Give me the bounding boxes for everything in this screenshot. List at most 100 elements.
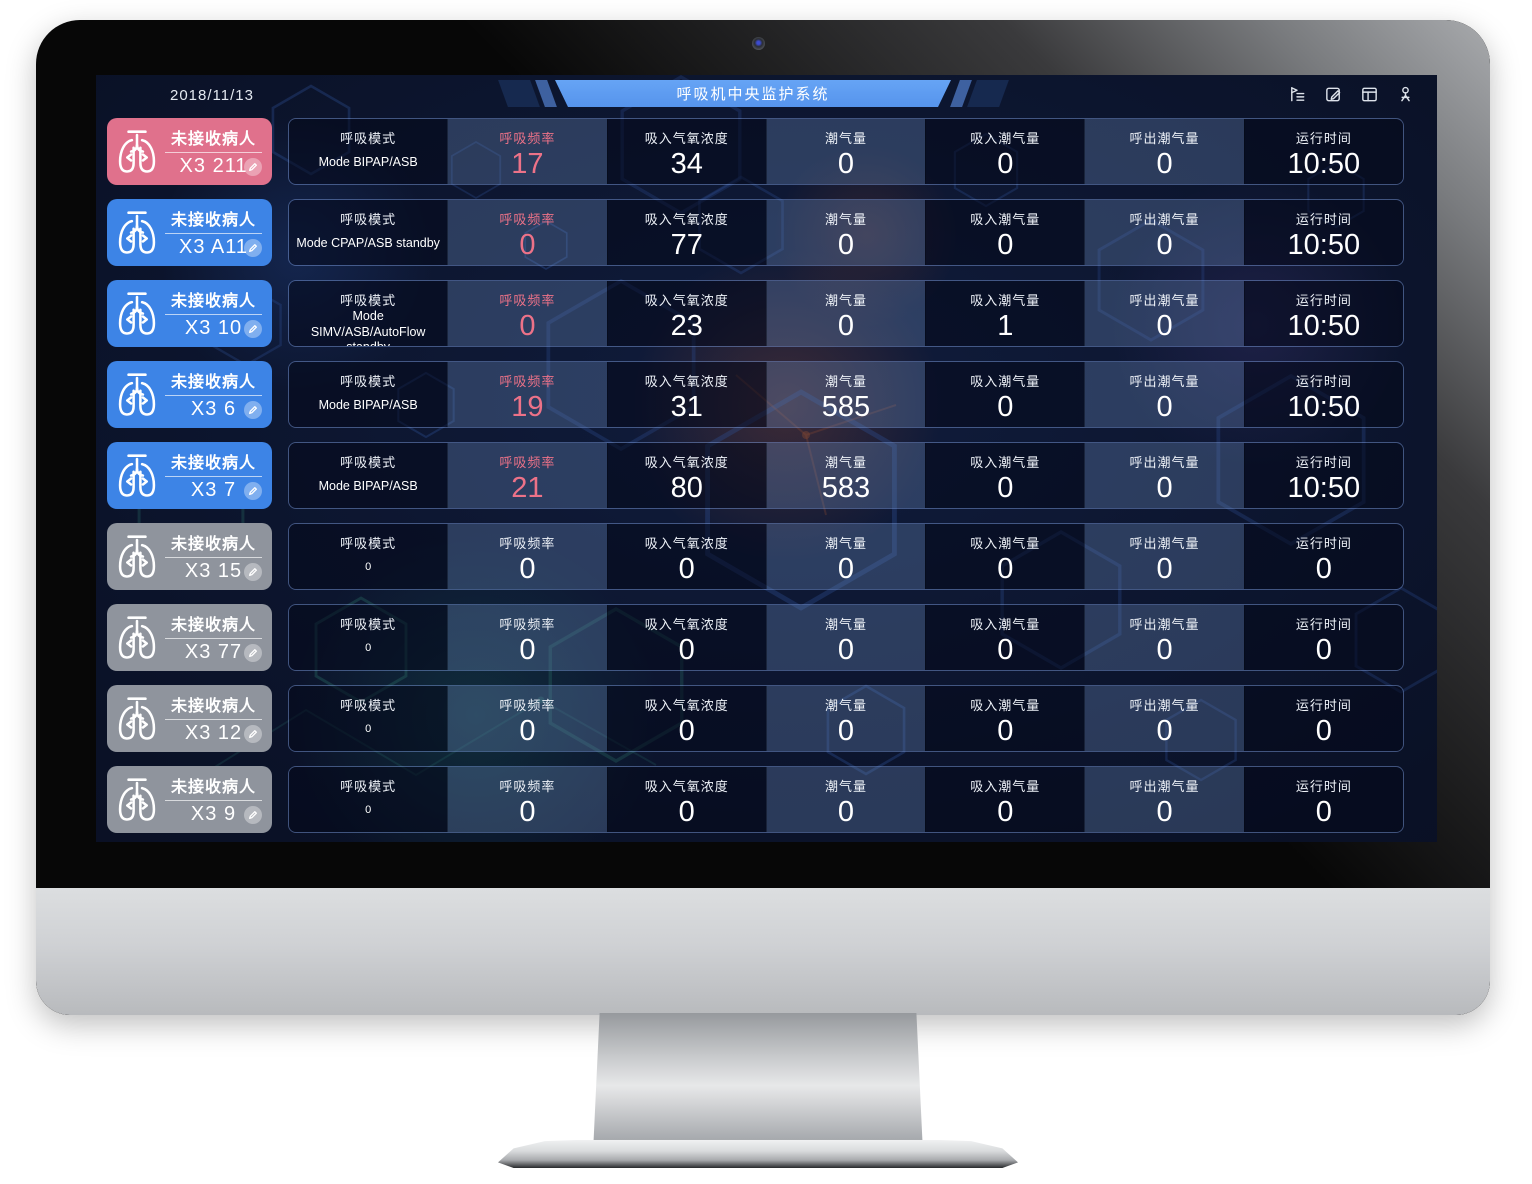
column-header: 运行时间 [1295, 779, 1352, 794]
column-header: 呼吸模式 [340, 779, 397, 794]
column-header: 呼吸模式 [340, 374, 397, 389]
column-header: 呼出潮气量 [1129, 779, 1200, 794]
cell-value: 0 [1156, 147, 1173, 180]
patient-card[interactable]: 未接收病人 X3 A11 [107, 199, 272, 266]
column-header: 呼吸频率 [499, 374, 556, 389]
patient-status-label: 未接收病人 [170, 212, 256, 229]
vital-cell: 呼出潮气量 0 [1084, 362, 1244, 427]
vital-cell: 运行时间 0 [1243, 605, 1403, 670]
column-header: 吸入气氧浓度 [644, 293, 729, 308]
patient-card[interactable]: 未接收病人 X3 9 [107, 766, 272, 833]
edit-icon[interactable] [244, 157, 262, 176]
patient-card[interactable]: 未接收病人 X3 6 [107, 361, 272, 428]
user-icon[interactable] [1396, 85, 1415, 104]
column-header: 运行时间 [1295, 212, 1352, 227]
edit-icon[interactable] [244, 238, 262, 257]
vital-cell: 潮气量 0 [765, 767, 926, 832]
monitor-stand-base [498, 1140, 1018, 1168]
edit-icon[interactable] [244, 562, 262, 581]
edit-icon[interactable] [244, 400, 262, 419]
edit-icon[interactable] [244, 319, 262, 338]
column-header: 吸入潮气量 [970, 779, 1041, 794]
vital-cell: 呼吸模式 Mode BIPAP/ASB [289, 362, 448, 427]
patient-status-label: 未接收病人 [170, 536, 256, 553]
card-right: 未接收病人 X3 77 [165, 611, 262, 664]
patient-card[interactable]: 未接收病人 X3 211 [107, 118, 272, 185]
vital-cell: 吸入气氧浓度 0 [606, 605, 766, 670]
vital-cell: 吸入潮气量 0 [925, 119, 1085, 184]
card-id-row: X3 12 [165, 722, 262, 745]
cell-value: 0 [1315, 552, 1332, 585]
menu-list-icon[interactable] [1288, 85, 1307, 104]
layout-panel-icon[interactable] [1360, 85, 1379, 104]
cell-value: 0 [519, 552, 536, 585]
patient-card[interactable]: 未接收病人 X3 77 [107, 604, 272, 671]
card-id-row: X3 77 [165, 641, 262, 664]
vital-cell: 呼吸模式 0 [289, 605, 448, 670]
vital-cell: 呼吸模式 0 [289, 686, 448, 751]
patient-card[interactable]: 未接收病人 X3 10 [107, 280, 272, 347]
cell-value: 0 [1156, 471, 1173, 504]
vital-cell: 呼吸模式 Mode BIPAP/ASB [289, 443, 448, 508]
monitor-row: 未接收病人 X3 211 呼吸模式 Mode BIPAP/ASB 呼吸频率 17… [107, 118, 1404, 185]
monitor-row: 未接收病人 X3 77 呼吸模式 0 呼吸频率 0 吸入气氧浓度 0 潮气量 0… [107, 604, 1404, 671]
cell-value: 10:50 [1287, 147, 1361, 180]
cell-value: 0 [837, 714, 855, 747]
device-id: X3 77 [184, 641, 243, 663]
column-header: 呼吸频率 [499, 698, 556, 713]
patient-card[interactable]: 未接收病人 X3 15 [107, 523, 272, 590]
card-right: 未接收病人 X3 15 [165, 530, 262, 583]
vitals-panel: 呼吸模式 Mode BIPAP/ASB 呼吸频率 19 吸入气氧浓度 31 潮气… [288, 361, 1404, 428]
device-id: X3 6 [190, 398, 237, 420]
edit-note-icon[interactable] [1324, 85, 1343, 104]
banner-stripe [967, 80, 1009, 107]
cell-value: 1 [997, 309, 1014, 342]
cell-value: 0 [837, 309, 855, 342]
column-header: 呼吸频率 [499, 212, 556, 227]
column-header: 吸入气氧浓度 [644, 374, 729, 389]
patient-status-label: 未接收病人 [170, 131, 256, 148]
rows: 未接收病人 X3 211 呼吸模式 Mode BIPAP/ASB 呼吸频率 17… [107, 118, 1404, 833]
device-id: X3 12 [184, 722, 243, 744]
lung-icon [115, 290, 159, 338]
cell-value: 0 [1315, 633, 1332, 666]
cell-value: 21 [511, 471, 544, 504]
cell-value: 0 [997, 714, 1014, 747]
column-header: 呼出潮气量 [1129, 617, 1200, 632]
edit-icon[interactable] [244, 481, 262, 500]
vital-cell: 吸入潮气量 0 [925, 200, 1085, 265]
cell-value: 0 [519, 795, 536, 828]
column-header: 运行时间 [1295, 374, 1352, 389]
cell-value: 0 [1156, 309, 1173, 342]
card-divider [165, 719, 262, 720]
lung-icon [115, 776, 159, 824]
device-id: X3 15 [184, 560, 243, 582]
vitals-panel: 呼吸模式 Mode SIMV/ASB/AutoFlow standby 呼吸频率… [288, 280, 1404, 347]
column-header: 运行时间 [1295, 536, 1352, 551]
cell-value: 0 [997, 795, 1014, 828]
vital-cell: 呼出潮气量 0 [1084, 686, 1244, 751]
cell-value: 0 [365, 722, 372, 735]
patient-card[interactable]: 未接收病人 X3 12 [107, 685, 272, 752]
cell-value: 10:50 [1287, 228, 1361, 261]
vitals-panel: 呼吸模式 Mode CPAP/ASB standby 呼吸频率 0 吸入气氧浓度… [288, 199, 1404, 266]
vital-cell: 吸入潮气量 0 [925, 443, 1085, 508]
date-label: 2018/11/13 [170, 87, 254, 104]
edit-icon[interactable] [244, 805, 262, 824]
vital-cell: 运行时间 10:50 [1243, 200, 1403, 265]
vital-cell: 呼出潮气量 0 [1084, 524, 1244, 589]
screen: 2018/11/13 呼吸机中央监护系统 [96, 75, 1437, 842]
column-header: 呼出潮气量 [1129, 455, 1200, 470]
cell-value: 0 [997, 147, 1014, 180]
vital-cell: 呼吸频率 0 [447, 767, 607, 832]
column-header: 呼吸模式 [340, 536, 397, 551]
edit-icon[interactable] [244, 643, 262, 662]
lung-icon [115, 128, 159, 176]
column-header: 吸入潮气量 [970, 212, 1041, 227]
cell-value: 0 [1315, 714, 1332, 747]
edit-icon[interactable] [244, 724, 262, 743]
toolbar [1288, 85, 1415, 104]
patient-card[interactable]: 未接收病人 X3 7 [107, 442, 272, 509]
device-id: X3 10 [184, 317, 243, 339]
vitals-panel: 呼吸模式 Mode BIPAP/ASB 呼吸频率 17 吸入气氧浓度 34 潮气… [288, 118, 1404, 185]
